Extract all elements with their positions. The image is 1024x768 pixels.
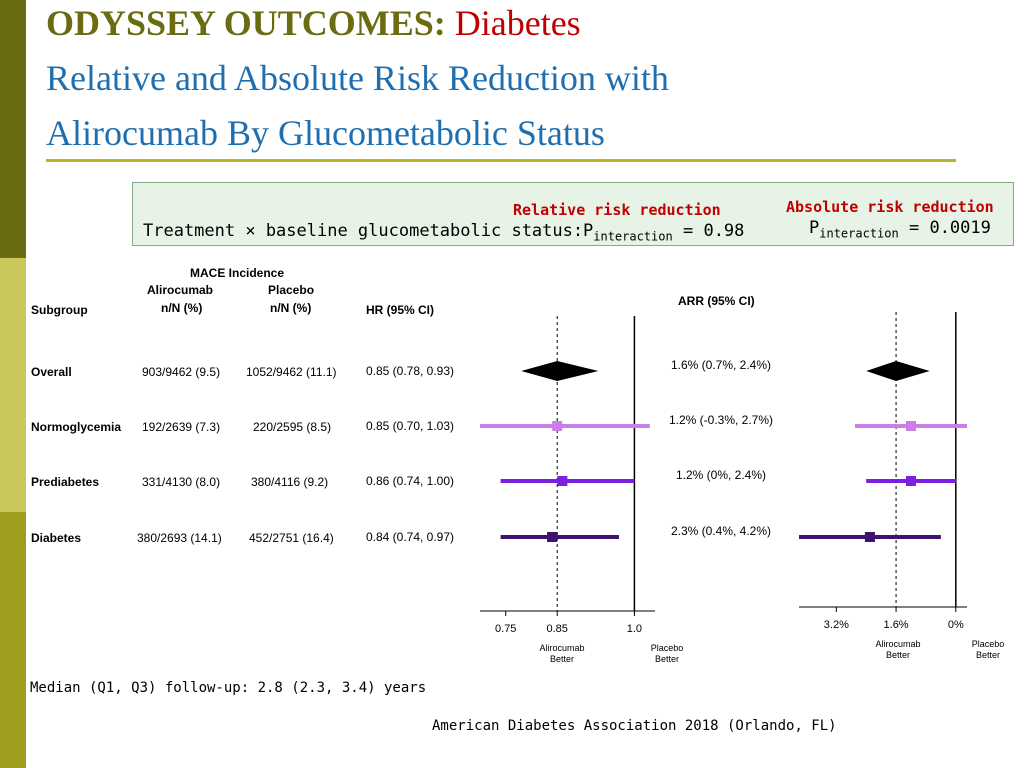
- hr-estimate-label: 0.84 (0.74, 0.97): [366, 530, 454, 544]
- arr-estimate-label: 1.2% (0%, 2.4%): [676, 468, 766, 482]
- rrr-heading: Relative risk reduction: [513, 201, 721, 219]
- placebo-count: 380/4116 (9.2): [251, 475, 329, 489]
- hr-left-better-label-2: Better: [550, 654, 574, 664]
- arr-right-better-label-1: Placebo: [972, 639, 1005, 649]
- title-line-1: ODYSSEY OUTCOMES: Diabetes: [46, 0, 669, 51]
- hr-point-estimate: [547, 532, 558, 542]
- hr-tick-label: 0.75: [495, 623, 516, 635]
- arr-tick-label: 0%: [948, 619, 964, 631]
- interaction-box: Relative risk reduction Absolute risk re…: [132, 182, 1014, 246]
- rrr-p-interaction: Pinteraction = 0.98: [583, 221, 744, 243]
- placebo-count: 1052/9462 (11.1): [246, 365, 337, 379]
- page-title: ODYSSEY OUTCOMES: Diabetes Relative and …: [46, 0, 669, 161]
- arr-tick-label: 1.6%: [884, 619, 909, 631]
- hr-heading: HR (95% CI): [366, 303, 435, 317]
- alirocumab-count: 331/4130 (8.0): [142, 475, 221, 489]
- arr-estimate-label: 2.3% (0.4%, 4.2%): [671, 524, 771, 538]
- alirocumab-count: 192/2639 (7.3): [142, 420, 221, 434]
- arr-p-value: = 0.0019: [908, 218, 991, 238]
- arr-point-estimate: [906, 476, 916, 486]
- arr-right-better-label-2: Better: [976, 650, 1000, 660]
- arr-p-letter: P: [809, 218, 820, 238]
- hr-tick-label: 0.85: [546, 623, 567, 635]
- hr-left-better-label-1: Alirocumab: [539, 643, 584, 653]
- title-divider: [46, 159, 956, 162]
- placebo-nn-heading: n/N (%): [270, 301, 312, 315]
- subgroup-heading: Subgroup: [31, 303, 88, 317]
- rrr-p-subscript: interaction: [593, 229, 673, 244]
- hr-estimate-label: 0.85 (0.70, 1.03): [366, 419, 454, 433]
- arr-overall-diamond: [866, 361, 930, 381]
- hr-point-estimate: [557, 476, 568, 486]
- title-line-3: Alirocumab By Glucometabolic Status: [46, 113, 605, 153]
- arr-tick-label: 3.2%: [824, 619, 849, 631]
- hr-overall-diamond: [521, 361, 599, 381]
- placebo-count: 220/2595 (8.5): [253, 420, 332, 434]
- arr-left-better-label-2: Better: [886, 650, 910, 660]
- subgroup-name: Overall: [31, 365, 72, 379]
- hr-right-better-label-1: Placebo: [651, 643, 684, 653]
- subgroup-name: Prediabetes: [31, 475, 100, 489]
- subgroup-name: Normoglycemia: [31, 420, 122, 434]
- hr-point-estimate: [552, 421, 563, 431]
- treatment-label: Treatment × baseline glucometabolic stat…: [143, 221, 584, 241]
- arr-estimate-label: 1.2% (-0.3%, 2.7%): [669, 413, 773, 427]
- rrr-p-letter: P: [583, 221, 594, 241]
- alirocumab-count: 380/2693 (14.1): [137, 531, 222, 545]
- hr-estimate-label: 0.86 (0.74, 1.00): [366, 474, 454, 488]
- alirocumab-nn-heading: n/N (%): [161, 301, 203, 315]
- arr-point-estimate: [906, 421, 916, 431]
- sidebar-stripe-light: [0, 258, 26, 512]
- arr-p-interaction: Pinteraction = 0.0019: [809, 218, 991, 240]
- title-trial-name: ODYSSEY OUTCOMES:: [46, 3, 446, 43]
- title-topic: Diabetes: [454, 3, 581, 43]
- placebo-heading: Placebo: [268, 283, 315, 297]
- sidebar-stripe-mid: [0, 512, 26, 768]
- alirocumab-heading: Alirocumab: [147, 283, 214, 297]
- arr-left-better-label-1: Alirocumab: [875, 639, 920, 649]
- alirocumab-count: 903/9462 (9.5): [142, 365, 221, 379]
- hr-tick-label: 1.0: [627, 623, 642, 635]
- mace-incidence-heading: MACE Incidence: [190, 266, 285, 280]
- arr-ci-heading: ARR (95% CI): [678, 294, 755, 308]
- arr-p-subscript: interaction: [819, 226, 899, 241]
- subgroup-name: Diabetes: [31, 531, 82, 545]
- arr-point-estimate: [864, 532, 875, 542]
- arr-estimate-label: 1.6% (0.7%, 2.4%): [671, 358, 771, 372]
- hr-estimate-label: 0.85 (0.78, 0.93): [366, 364, 454, 378]
- sidebar-stripe-dark: [0, 0, 26, 258]
- rrr-p-value: = 0.98: [682, 221, 745, 241]
- placebo-count: 452/2751 (16.4): [249, 531, 334, 545]
- citation: American Diabetes Association 2018 (Orla…: [432, 718, 837, 734]
- arr-heading: Absolute risk reduction: [786, 198, 994, 216]
- title-line-2: Relative and Absolute Risk Reduction wit…: [46, 58, 669, 98]
- follow-up-footnote: Median (Q1, Q3) follow-up: 2.8 (2.3, 3.4…: [30, 680, 427, 696]
- hr-right-better-label-2: Better: [655, 654, 679, 664]
